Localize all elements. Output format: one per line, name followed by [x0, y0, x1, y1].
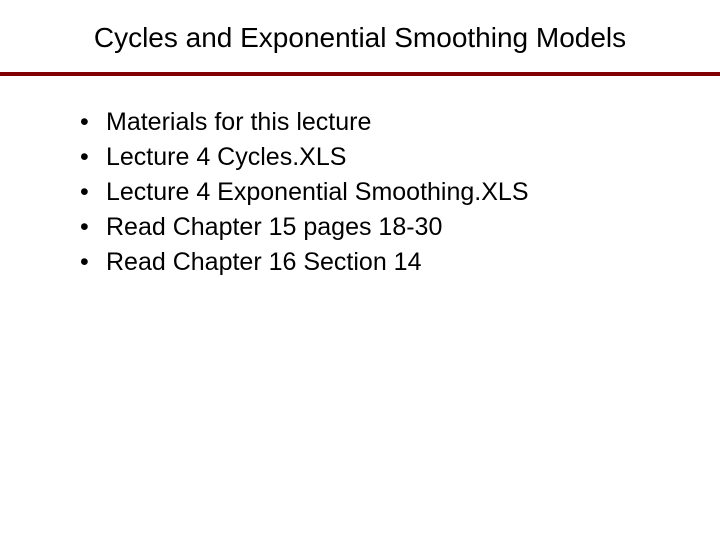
- list-item: Lecture 4 Cycles.XLS: [80, 143, 680, 172]
- list-item: Read Chapter 15 pages 18-30: [80, 213, 680, 242]
- content-area: Materials for this lecture Lecture 4 Cyc…: [0, 76, 720, 277]
- list-item: Lecture 4 Exponential Smoothing.XLS: [80, 178, 680, 207]
- slide: Cycles and Exponential Smoothing Models …: [0, 0, 720, 540]
- list-item: Read Chapter 16 Section 14: [80, 248, 680, 277]
- bullet-list: Materials for this lecture Lecture 4 Cyc…: [80, 108, 680, 277]
- slide-title: Cycles and Exponential Smoothing Models: [0, 0, 720, 54]
- list-item: Materials for this lecture: [80, 108, 680, 137]
